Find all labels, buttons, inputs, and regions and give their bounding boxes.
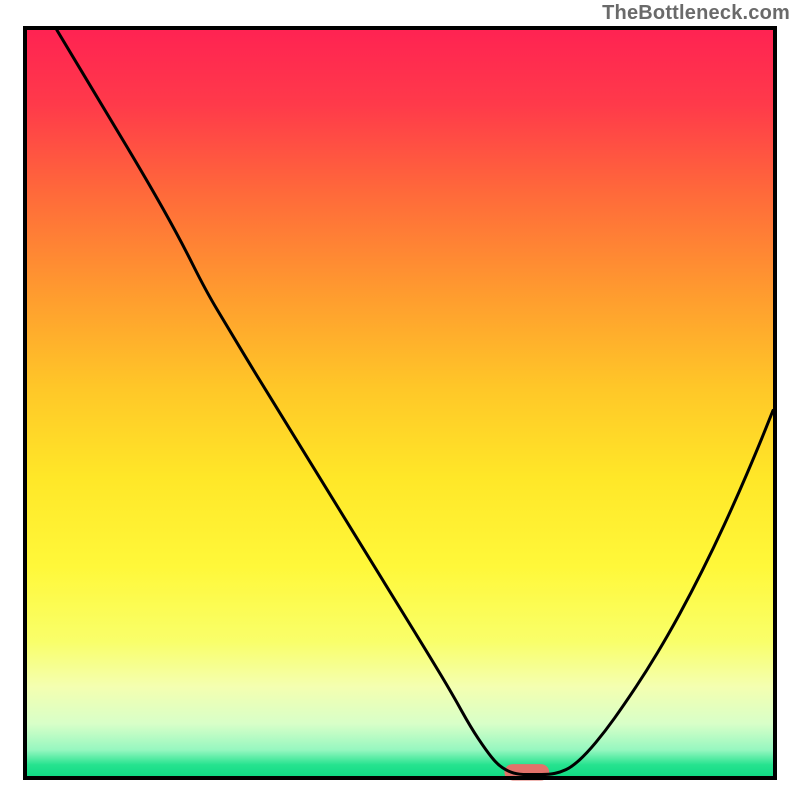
chart-background: [27, 30, 773, 776]
bottleneck-chart: [0, 0, 800, 800]
watermark-text: TheBottleneck.com: [602, 2, 790, 25]
chart-container: TheBottleneck.com: [0, 0, 800, 800]
